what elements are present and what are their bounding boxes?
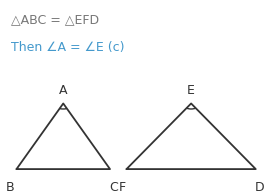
Text: F: F (119, 181, 126, 194)
Text: A: A (59, 83, 67, 97)
Text: E: E (187, 83, 195, 97)
Text: D: D (255, 181, 265, 194)
Text: Then ∠A = ∠E (c): Then ∠A = ∠E (c) (11, 41, 125, 54)
Text: B: B (5, 181, 14, 194)
Text: C: C (109, 181, 118, 194)
Text: △ABC = △EFD: △ABC = △EFD (11, 14, 99, 27)
